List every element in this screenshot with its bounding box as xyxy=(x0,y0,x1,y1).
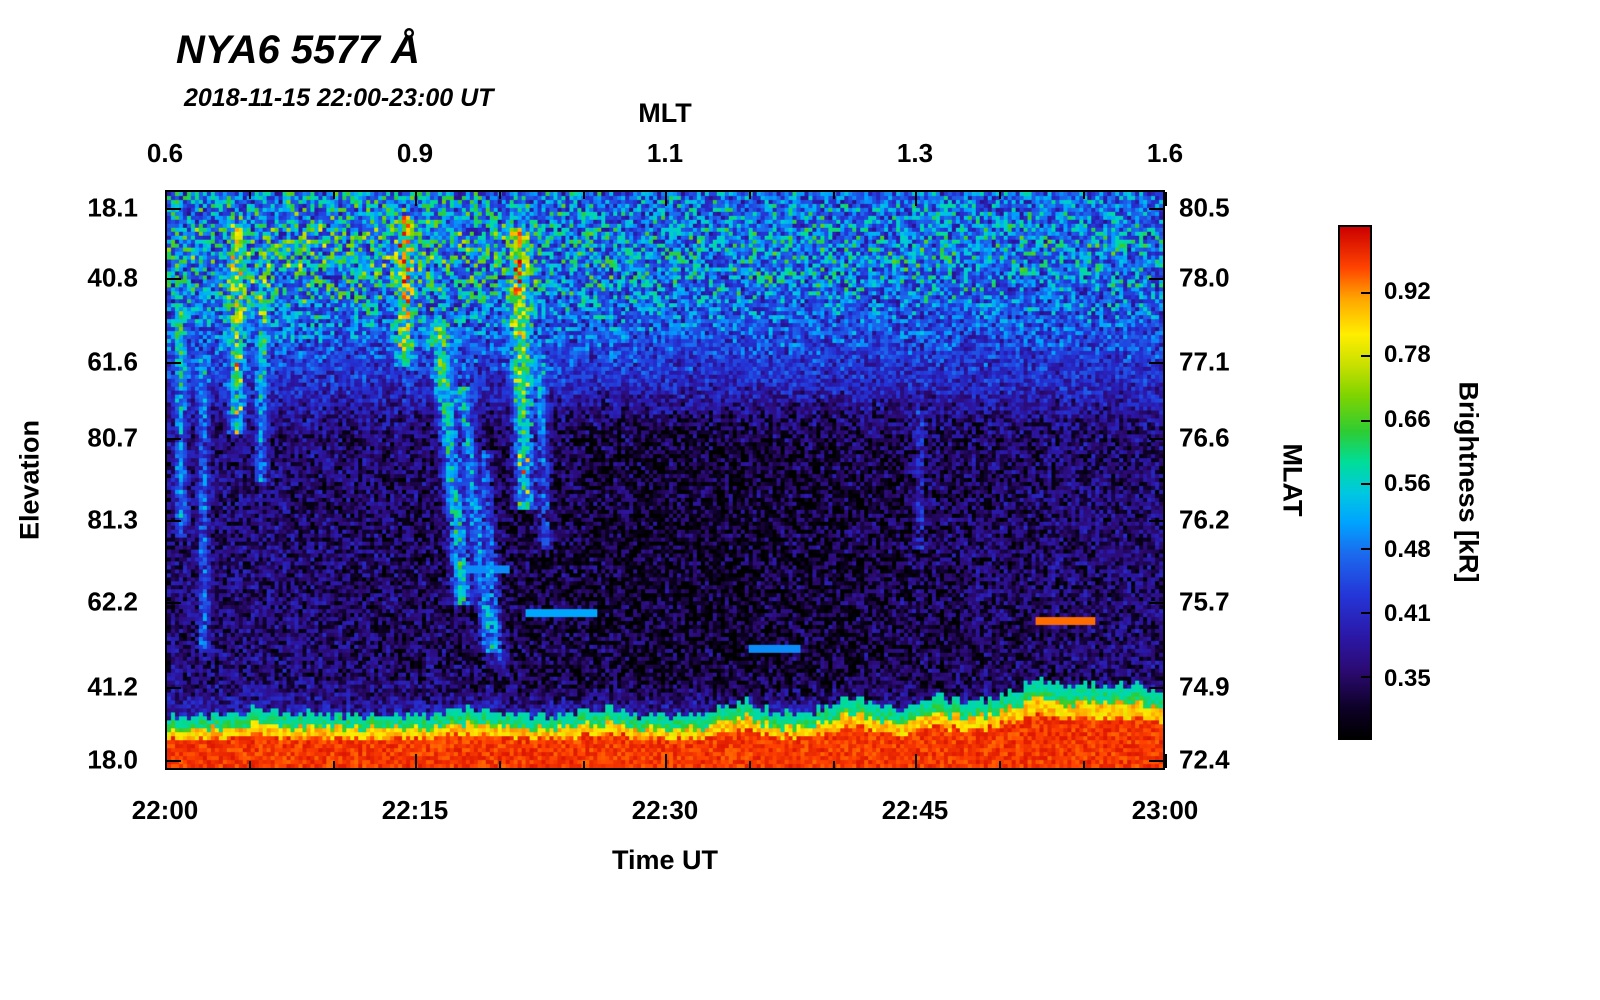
y-axis-right-tick-label: 77.1 xyxy=(1179,346,1230,377)
y-axis-right-major-tick xyxy=(1149,207,1163,210)
colorbar-tick xyxy=(1361,548,1370,551)
x-axis-bottom-tick-label: 22:00 xyxy=(131,795,199,825)
x-axis-top-tick-label: 0.9 xyxy=(396,138,434,168)
x-axis-bottom-minor-tick xyxy=(582,761,585,768)
x-axis-top-minor-tick xyxy=(832,192,835,199)
colorbar-tick-label: 0.35 xyxy=(1384,664,1431,692)
x-axis-bottom-major-tick xyxy=(1165,754,1167,768)
x-axis-top-tick-label: 1.3 xyxy=(896,138,934,168)
x-axis-top-minor-tick xyxy=(332,192,335,199)
colorbar-tick-labels: 0.92 0.78 0.66 0.56 0.48 0.41 0.35 xyxy=(1384,225,1474,740)
x-axis-bottom-tick-label: 22:45 xyxy=(881,795,949,825)
x-axis-bottom-major-tick xyxy=(915,754,917,768)
x-axis-top-minor-tick xyxy=(749,192,752,199)
x-axis-top-minor-tick xyxy=(499,192,502,199)
y-axis-right-tick-label: 72.4 xyxy=(1179,744,1230,775)
heatmap-canvas xyxy=(167,192,1163,768)
y-axis-left-tick-label: 61.6 xyxy=(87,346,138,377)
y-axis-left-major-tick xyxy=(167,278,181,281)
x-axis-top-tick-labels: 0.6 0.9 1.1 1.3 1.6 xyxy=(147,138,1183,172)
y-axis-right-tick-label: 74.9 xyxy=(1179,671,1230,702)
colorbar-tick-label: 0.41 xyxy=(1384,599,1431,627)
y-axis-right-tick-label: 76.6 xyxy=(1179,422,1230,453)
y-axis-right-major-tick xyxy=(1149,601,1163,604)
x-axis-bottom-tick-label: 22:30 xyxy=(631,795,699,825)
x-axis-bottom-minor-tick xyxy=(832,761,835,768)
x-axis-bottom-minor-tick xyxy=(332,761,335,768)
colorbar-tick xyxy=(1361,676,1370,679)
y-axis-left-major-tick xyxy=(167,362,181,365)
y-axis-right-tick-labels: 80.5 78.0 77.1 76.6 76.2 75.7 74.9 72.4 xyxy=(1179,190,1289,774)
y-axis-left-major-tick xyxy=(167,207,181,210)
y-axis-left-tick-labels: 18.1 40.8 61.6 80.7 81.3 62.2 41.2 18.0 xyxy=(0,190,152,774)
x-axis-bottom-minor-tick xyxy=(749,761,752,768)
x-axis-bottom-tick-label: 23:00 xyxy=(1131,795,1199,825)
x-axis-bottom-minor-tick xyxy=(1082,761,1085,768)
x-axis-top-major-tick xyxy=(415,192,417,206)
x-axis-top-tick-label: 1.1 xyxy=(646,138,684,168)
colorbar-tick-label: 0.92 xyxy=(1384,277,1431,305)
y-axis-right-tick-label: 75.7 xyxy=(1179,586,1230,617)
x-axis-bottom-tick-labels: 22:00 22:15 22:30 22:45 23:00 xyxy=(132,795,1199,829)
x-axis-top-minor-tick xyxy=(999,192,1002,199)
y-axis-right-major-tick xyxy=(1149,438,1163,441)
x-axis-top-tick-label: 1.6 xyxy=(1146,138,1184,168)
colorbar-tick xyxy=(1361,483,1370,486)
y-axis-left-tick-label: 18.1 xyxy=(87,192,138,223)
y-axis-left-major-tick xyxy=(167,438,181,441)
colorbar-tick xyxy=(1361,292,1370,295)
colorbar-tick-label: 0.56 xyxy=(1384,470,1431,498)
colorbar-tick-label: 0.78 xyxy=(1384,340,1431,368)
y-axis-left-tick-label: 80.7 xyxy=(87,422,138,453)
colorbar-tick xyxy=(1361,419,1370,422)
y-axis-right-tick-label: 80.5 xyxy=(1179,192,1230,223)
plot-title: NYA6 5577 Å xyxy=(176,28,420,72)
y-axis-left-tick-label: 18.0 xyxy=(87,744,138,775)
y-axis-left-tick-label: 41.2 xyxy=(87,671,138,702)
y-axis-left-major-tick xyxy=(167,760,181,763)
colorbar-tick xyxy=(1361,354,1370,357)
x-axis-bottom-minor-tick xyxy=(499,761,502,768)
y-axis-left-tick-label: 40.8 xyxy=(87,262,138,293)
x-axis-top-major-tick xyxy=(915,192,917,206)
x-axis-top-tick-label: 0.6 xyxy=(146,138,184,168)
x-axis-bottom-title: Time UT xyxy=(611,845,719,875)
plot-subtitle: 2018-11-15 22:00-23:00 UT xyxy=(184,84,494,112)
x-axis-top-minor-tick xyxy=(582,192,585,199)
x-axis-bottom-minor-tick xyxy=(999,761,1002,768)
y-axis-left-major-tick xyxy=(167,687,181,690)
y-axis-right-major-tick xyxy=(1149,278,1163,281)
x-axis-bottom-major-tick xyxy=(665,754,667,768)
plot-frame xyxy=(165,190,1167,770)
x-axis-top-minor-tick xyxy=(1082,192,1085,199)
y-axis-right-major-tick xyxy=(1149,520,1163,523)
x-axis-bottom-minor-tick xyxy=(249,761,252,768)
colorbar-tick xyxy=(1361,611,1370,614)
y-axis-left-major-tick xyxy=(167,601,181,604)
x-axis-top-major-tick xyxy=(1165,192,1167,206)
x-axis-top-title: MLT xyxy=(638,98,692,128)
x-axis-top-minor-tick xyxy=(249,192,252,199)
x-axis-bottom-major-tick xyxy=(415,754,417,768)
x-axis-top-major-tick xyxy=(165,192,167,206)
x-axis-top-major-tick xyxy=(665,192,667,206)
colorbar-tick-label: 0.66 xyxy=(1384,406,1431,434)
x-axis-bottom-major-tick xyxy=(165,754,167,768)
y-axis-right-major-tick xyxy=(1149,362,1163,365)
y-axis-left-tick-label: 81.3 xyxy=(87,504,138,535)
x-axis-bottom-tick-label: 22:15 xyxy=(381,795,449,825)
y-axis-right-tick-label: 76.2 xyxy=(1179,504,1230,535)
y-axis-left-major-tick xyxy=(167,520,181,523)
colorbar-tick-label: 0.48 xyxy=(1384,535,1431,563)
colorbar-gradient xyxy=(1338,225,1372,740)
y-axis-left-tick-label: 62.2 xyxy=(87,586,138,617)
y-axis-right-tick-label: 78.0 xyxy=(1179,262,1230,293)
y-axis-right-major-tick xyxy=(1149,687,1163,690)
y-axis-right-major-tick xyxy=(1149,760,1163,763)
